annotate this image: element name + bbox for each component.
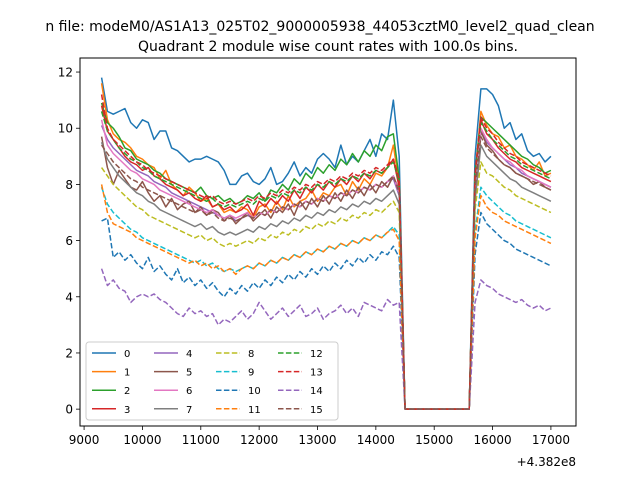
legend-label-2: 2 [124, 386, 130, 397]
y-tick-label: 12 [58, 66, 73, 80]
y-tick-label: 10 [58, 122, 73, 136]
x-tick-label: 10000 [123, 433, 161, 447]
x-tick-label: 14000 [357, 433, 395, 447]
series-line-8 [100, 161, 552, 410]
legend-label-11: 11 [248, 405, 261, 416]
x-tick-label: 13000 [298, 433, 336, 447]
y-tick-label: 4 [65, 290, 73, 304]
legend-label-13: 13 [310, 368, 323, 379]
series-line-7 [100, 142, 552, 410]
legend-label-3: 3 [124, 405, 130, 416]
legend-label-9: 9 [248, 368, 254, 379]
x-tick-label: 15000 [415, 433, 453, 447]
series-layer [100, 77, 552, 410]
y-tick-label: 8 [65, 178, 73, 192]
x-tick-label: 11000 [182, 433, 220, 447]
series-line-15 [100, 135, 552, 410]
legend-box [85, 341, 339, 421]
y-tick-label: 2 [65, 346, 73, 360]
legend-label-6: 6 [186, 386, 192, 397]
legend-label-1: 1 [124, 368, 130, 379]
x-offset-label: +4.382e8 [517, 455, 576, 469]
legend-label-7: 7 [186, 405, 192, 416]
legend-label-8: 8 [248, 349, 254, 360]
legend-label-14: 14 [310, 386, 323, 397]
legend-label-12: 12 [310, 349, 323, 360]
x-axis: 9000 10000 11000 12000 13000 14000 15000 16000 1… [69, 426, 570, 447]
x-tick-label: 17000 [532, 433, 570, 447]
legend-label-15: 15 [310, 405, 323, 416]
legend-label-0: 0 [124, 349, 130, 360]
series-line-9 [100, 186, 552, 410]
figure-suptitle: n file: modeM0/AS1A13_025T02_9000005938_… [45, 19, 594, 35]
y-axis: 0 2 4 6 8 10 12 [58, 66, 80, 417]
series-line-11 [100, 184, 552, 410]
legend-label-4: 4 [186, 349, 192, 360]
series-line-12 [100, 111, 552, 410]
x-tick-label: 9000 [69, 433, 100, 447]
series-line-0 [100, 77, 552, 410]
chart-title: Quadrant 2 module wise count rates with … [138, 39, 518, 55]
legend-label-10: 10 [248, 386, 261, 397]
plot-frame [79, 57, 577, 427]
y-tick-label: 6 [65, 234, 73, 248]
y-tick-label: 0 [65, 403, 73, 417]
series-line-13 [100, 94, 552, 410]
x-tick-label: 12000 [240, 433, 278, 447]
series-line-10 [101, 211, 552, 410]
legend-label-5: 5 [186, 368, 192, 379]
series-line-14 [100, 268, 552, 410]
x-tick-label: 16000 [473, 433, 511, 447]
